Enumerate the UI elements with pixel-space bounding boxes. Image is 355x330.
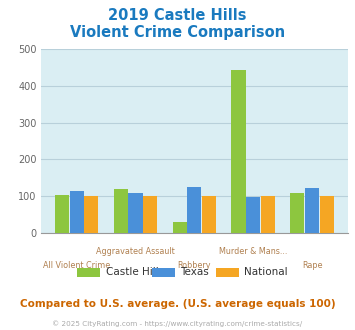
Bar — [129, 193, 143, 233]
Bar — [114, 189, 128, 233]
Text: Rape: Rape — [302, 261, 322, 270]
Text: © 2025 CityRating.com - https://www.cityrating.com/crime-statistics/: © 2025 CityRating.com - https://www.city… — [53, 320, 302, 327]
Text: Robbery: Robbery — [178, 261, 211, 270]
Text: National: National — [244, 267, 288, 277]
Text: Murder & Mans...: Murder & Mans... — [219, 248, 288, 256]
Bar — [231, 70, 246, 233]
Bar — [187, 187, 201, 233]
Bar — [261, 196, 275, 233]
Bar — [290, 193, 305, 233]
Text: Aggravated Assault: Aggravated Assault — [96, 248, 175, 256]
Bar — [320, 196, 334, 233]
Text: 2019 Castle Hills: 2019 Castle Hills — [108, 8, 247, 23]
Text: Violent Crime Comparison: Violent Crime Comparison — [70, 25, 285, 40]
Bar — [143, 196, 157, 233]
Bar — [173, 222, 187, 233]
Text: Compared to U.S. average. (U.S. average equals 100): Compared to U.S. average. (U.S. average … — [20, 299, 335, 309]
Text: Texas: Texas — [180, 267, 209, 277]
Bar — [202, 196, 216, 233]
Text: All Violent Crime: All Violent Crime — [43, 261, 110, 270]
Bar — [246, 197, 260, 233]
Bar — [305, 188, 319, 233]
Text: Castle Hills: Castle Hills — [106, 267, 164, 277]
Bar — [84, 196, 98, 233]
Bar — [70, 191, 84, 233]
Bar — [55, 195, 69, 233]
